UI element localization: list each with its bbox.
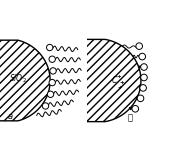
Circle shape: [46, 44, 53, 51]
Circle shape: [49, 79, 55, 86]
Text: SiO$_2$: SiO$_2$: [9, 73, 27, 85]
Circle shape: [136, 43, 143, 49]
Text: C: C: [112, 76, 117, 85]
Text: +: +: [116, 74, 121, 79]
Circle shape: [141, 74, 147, 81]
Circle shape: [47, 91, 54, 97]
Text: +: +: [120, 80, 124, 85]
Circle shape: [132, 105, 139, 112]
Text: +: +: [118, 85, 122, 90]
Circle shape: [49, 56, 55, 62]
Circle shape: [141, 64, 147, 70]
Text: 䌛: 䌛: [128, 113, 133, 122]
Circle shape: [137, 95, 144, 102]
Circle shape: [140, 85, 147, 91]
Circle shape: [139, 53, 146, 60]
Circle shape: [50, 68, 56, 74]
Polygon shape: [0, 40, 50, 121]
Polygon shape: [78, 39, 141, 122]
Circle shape: [42, 103, 49, 109]
Text: a: a: [7, 112, 13, 121]
